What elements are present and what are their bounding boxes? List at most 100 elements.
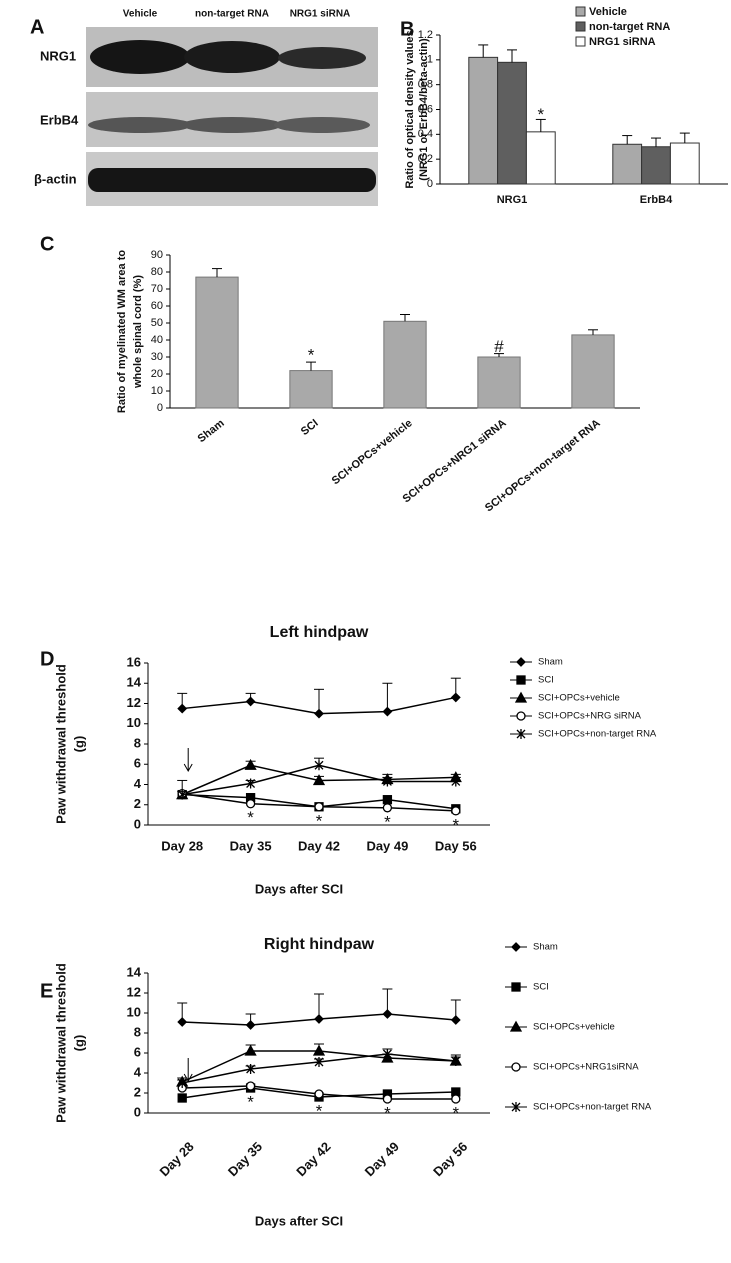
chart-title: Right hindpaw [264, 936, 375, 953]
y-tick-label: 0 [427, 178, 433, 190]
y-tick-label: 6 [134, 1044, 141, 1059]
x-tick-label: SCI+OPCs+NRG1 siRNA [401, 417, 509, 505]
y-tick-label: 30 [151, 351, 163, 363]
marker [383, 804, 391, 812]
y-axis-label: whole spinal cord (%) [132, 275, 144, 389]
legend-label: SCI+OPCs+NRG1siRNA [533, 1062, 639, 1073]
marker [247, 697, 255, 705]
lane-label: non-target RNA [195, 9, 269, 20]
bar [290, 371, 332, 408]
y-tick-label: 0 [157, 402, 163, 414]
marker [452, 693, 460, 701]
chart-panel: E Right hindpaw Paw withdrawal threshold(g… [40, 936, 652, 1228]
legend-marker [517, 658, 525, 666]
bar [526, 132, 555, 184]
marker [315, 1090, 323, 1098]
legend-marker [512, 943, 520, 951]
y-tick-label: 8 [134, 1024, 141, 1039]
annotation: # [494, 337, 504, 356]
legend-label: SCI [533, 982, 549, 993]
x-tick-label: Sham [196, 417, 227, 445]
band [88, 117, 192, 133]
marker [383, 1095, 391, 1103]
bar [670, 143, 699, 184]
annotation: * [316, 811, 323, 830]
lane-label: Vehicle [123, 9, 158, 20]
y-tick-label: 12 [127, 695, 141, 710]
y-tick-label: 0 [134, 816, 141, 831]
y-tick-label: 0.8 [418, 79, 433, 91]
marker [247, 800, 255, 808]
y-tick-label: 70 [151, 283, 163, 295]
legend-label: NRG1 siRNA [589, 36, 656, 48]
marker [383, 796, 391, 804]
marker [178, 1018, 186, 1026]
annotation: * [308, 346, 315, 365]
x-tick-label: SCI [299, 417, 321, 438]
marker [247, 1021, 255, 1029]
legend-marker [512, 1063, 520, 1071]
marker [178, 1094, 186, 1102]
y-tick-label: 10 [151, 385, 163, 397]
panel-letter: E [40, 980, 53, 1002]
x-axis-label: Days after SCI [255, 1213, 343, 1228]
y-tick-label: 2 [134, 796, 141, 811]
y-tick-label: 40 [151, 334, 163, 346]
row-label: β-actin [34, 171, 77, 186]
x-axis-label: Days after SCI [255, 881, 343, 896]
x-tick-label: SCI+OPCs+vehicle [330, 417, 415, 487]
y-axis-label: Ratio of optical density values [404, 30, 416, 188]
legend-label: Sham [538, 657, 563, 668]
bar [478, 357, 520, 408]
band [274, 117, 370, 133]
annotation: * [452, 815, 459, 834]
panel-letter: C [40, 233, 54, 255]
legend-swatch [576, 37, 585, 46]
y-tick-label: 8 [134, 735, 141, 750]
band [88, 168, 376, 192]
y-tick-label: 90 [151, 249, 163, 261]
x-tick-label: Day 56 [430, 1139, 470, 1179]
marker [247, 1082, 255, 1090]
y-tick-label: 0.2 [418, 153, 433, 165]
legend-label: SCI+OPCs+non-target RNA [538, 729, 657, 740]
y-tick-label: 2 [134, 1084, 141, 1099]
bar [384, 321, 426, 408]
y-tick-label: 6 [134, 756, 141, 771]
band [182, 117, 282, 133]
y-axis-label: (g) [71, 1035, 86, 1052]
legend-label: SCI [538, 675, 554, 686]
panel-letter: A [30, 16, 44, 38]
bar [613, 144, 642, 184]
legend-marker [512, 983, 520, 991]
panel-letter: D [40, 648, 54, 670]
bar [642, 147, 671, 184]
marker [383, 1010, 391, 1018]
marker [452, 1016, 460, 1024]
y-tick-label: 0 [134, 1104, 141, 1119]
y-axis-label: Paw withdrawal threshold [53, 664, 68, 824]
bar [572, 335, 614, 408]
x-tick-label: Day 28 [157, 1139, 197, 1179]
marker [452, 807, 460, 815]
marker [383, 708, 391, 716]
legend-label: Sham [533, 942, 558, 953]
legend-label: SCI+OPCs+NRG siRNA [538, 711, 642, 722]
row-label: ErbB4 [40, 112, 79, 127]
y-tick-label: 16 [127, 654, 141, 669]
x-tick-label: Day 42 [298, 838, 340, 853]
x-tick-label: ErbB4 [640, 194, 673, 206]
bar [196, 277, 238, 408]
x-tick-label: Day 49 [362, 1139, 402, 1179]
legend-marker [517, 676, 525, 684]
figure: A Vehicle non-target RNA NRG1 siRNA NRG1… [0, 0, 731, 1263]
annotation: * [316, 1101, 323, 1120]
legend-swatch [576, 7, 585, 16]
band [90, 40, 190, 74]
y-tick-label: 0.6 [418, 103, 433, 115]
y-tick-label: 60 [151, 300, 163, 312]
y-tick-label: 20 [151, 368, 163, 380]
bar [469, 57, 498, 184]
y-axis-label: Paw withdrawal threshold [53, 963, 68, 1123]
